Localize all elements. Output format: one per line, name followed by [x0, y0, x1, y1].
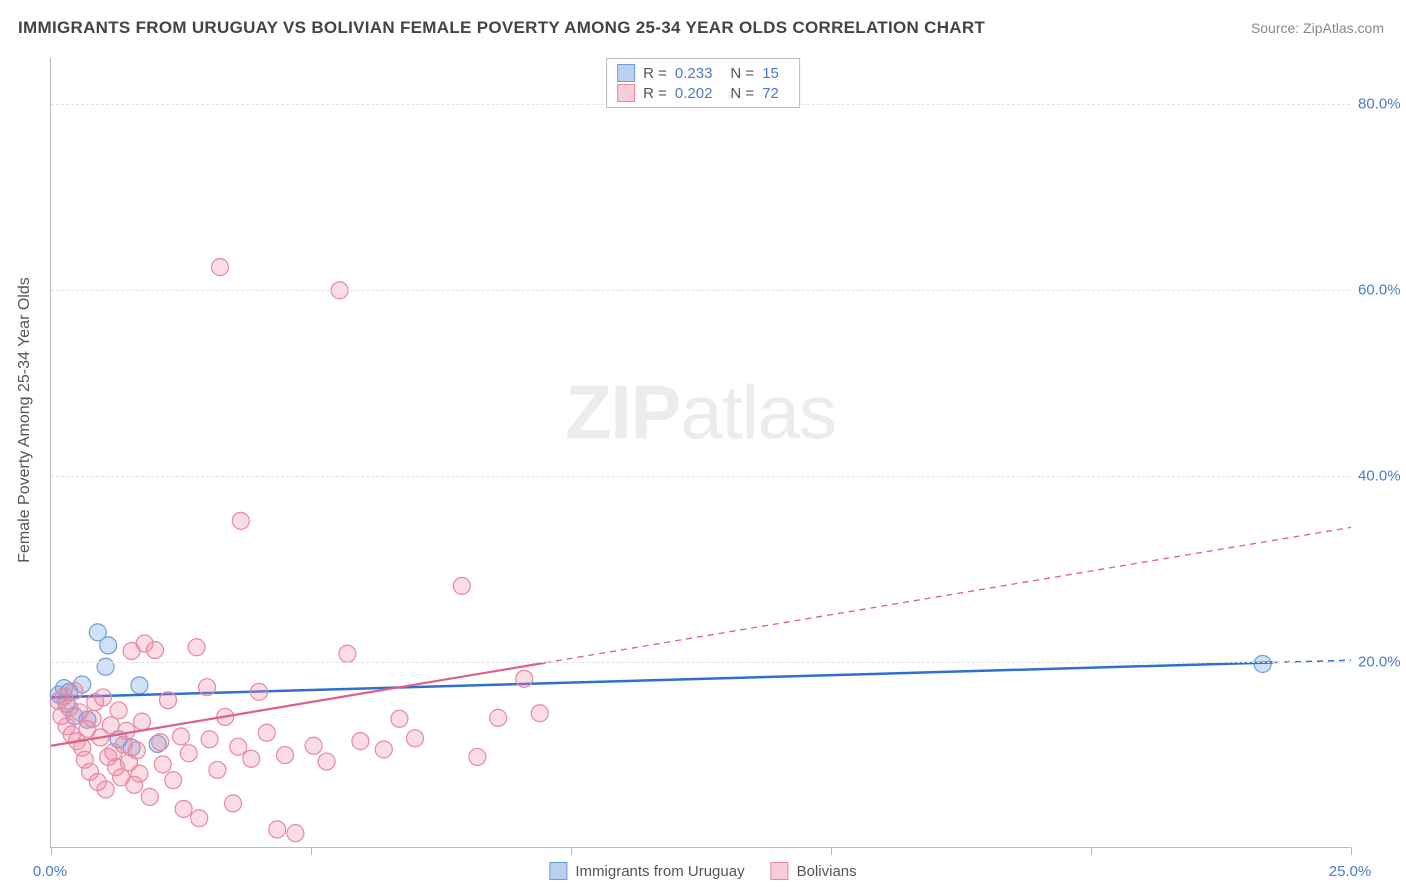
- y-tick-label: 60.0%: [1358, 282, 1406, 299]
- y-tick-label: 80.0%: [1358, 96, 1406, 113]
- data-point: [154, 756, 171, 773]
- data-point: [391, 710, 408, 727]
- data-point: [230, 738, 247, 755]
- data-point: [243, 750, 260, 767]
- n-label: N =: [730, 85, 754, 102]
- correlation-legend: R = 0.233 N = 15 R = 0.202 N = 72: [606, 58, 800, 108]
- data-point: [147, 642, 164, 659]
- legend-swatch: [549, 862, 567, 880]
- x-tick: [831, 847, 832, 855]
- data-point: [212, 259, 229, 276]
- data-point: [516, 670, 533, 687]
- x-tick: [311, 847, 312, 855]
- legend-stat-row: R = 0.202 N = 72: [617, 83, 789, 103]
- data-point: [339, 645, 356, 662]
- data-point: [251, 683, 268, 700]
- x-tick-label: 25.0%: [1329, 863, 1372, 880]
- r-label: R =: [643, 65, 667, 82]
- data-point: [102, 717, 119, 734]
- data-point: [110, 702, 127, 719]
- legend-swatch: [771, 862, 789, 880]
- data-point: [152, 734, 169, 751]
- legend-swatch: [617, 84, 635, 102]
- data-point: [118, 722, 135, 739]
- data-point: [269, 821, 286, 838]
- data-point: [201, 731, 218, 748]
- legend-item: Bolivians: [771, 862, 857, 880]
- chart-title: IMMIGRANTS FROM URUGUAY VS BOLIVIAN FEMA…: [18, 18, 985, 38]
- x-tick: [1351, 847, 1352, 855]
- data-point: [180, 745, 197, 762]
- grid-line: [51, 476, 1350, 477]
- r-value: 0.202: [675, 85, 713, 102]
- n-value: 72: [762, 85, 779, 102]
- trend-line-dashed: [545, 527, 1351, 662]
- data-point: [141, 788, 158, 805]
- x-tick: [1091, 847, 1092, 855]
- data-point: [407, 730, 424, 747]
- legend-label: Immigrants from Uruguay: [575, 863, 744, 880]
- data-point: [84, 710, 101, 727]
- data-point: [225, 795, 242, 812]
- data-point: [375, 741, 392, 758]
- n-label: N =: [730, 65, 754, 82]
- data-point: [191, 810, 208, 827]
- x-tick: [571, 847, 572, 855]
- data-point: [490, 709, 507, 726]
- data-point: [305, 737, 322, 754]
- legend-swatch: [617, 64, 635, 82]
- data-point: [160, 692, 177, 709]
- legend-stat-row: R = 0.233 N = 15: [617, 63, 789, 83]
- source-attribution: Source: ZipAtlas.com: [1251, 20, 1384, 36]
- y-axis-label: Female Poverty Among 25-34 Year Olds: [16, 277, 34, 563]
- data-point: [199, 679, 216, 696]
- data-point: [209, 761, 226, 778]
- data-point: [277, 747, 294, 764]
- r-label: R =: [643, 85, 667, 102]
- r-value: 0.233: [675, 65, 713, 82]
- legend-item: Immigrants from Uruguay: [549, 862, 744, 880]
- data-point: [188, 639, 205, 656]
- n-value: 15: [762, 65, 779, 82]
- legend-label: Bolivians: [797, 863, 857, 880]
- data-point: [469, 748, 486, 765]
- trend-line-solid: [51, 662, 1273, 697]
- data-point: [453, 577, 470, 594]
- data-point: [287, 825, 304, 842]
- data-point: [258, 724, 275, 741]
- data-point: [352, 733, 369, 750]
- data-point: [134, 713, 151, 730]
- data-point: [173, 728, 190, 745]
- y-tick-label: 20.0%: [1358, 654, 1406, 671]
- data-point: [165, 772, 182, 789]
- data-point: [531, 705, 548, 722]
- data-point: [232, 512, 249, 529]
- data-point: [95, 689, 112, 706]
- data-point: [128, 742, 145, 759]
- data-point: [131, 765, 148, 782]
- grid-line: [51, 662, 1350, 663]
- series-legend: Immigrants from Uruguay Bolivians: [549, 862, 856, 880]
- data-point: [66, 682, 83, 699]
- chart-plot-area: ZIPatlas 20.0%40.0%60.0%80.0%: [50, 58, 1350, 848]
- data-point: [97, 781, 114, 798]
- y-tick-label: 40.0%: [1358, 468, 1406, 485]
- x-tick: [51, 847, 52, 855]
- data-point: [318, 753, 335, 770]
- data-point: [175, 800, 192, 817]
- data-point: [97, 658, 114, 675]
- scatter-svg: [51, 58, 1350, 847]
- data-point: [131, 677, 148, 694]
- x-tick-label: 0.0%: [33, 863, 67, 880]
- grid-line: [51, 290, 1350, 291]
- data-point: [100, 637, 117, 654]
